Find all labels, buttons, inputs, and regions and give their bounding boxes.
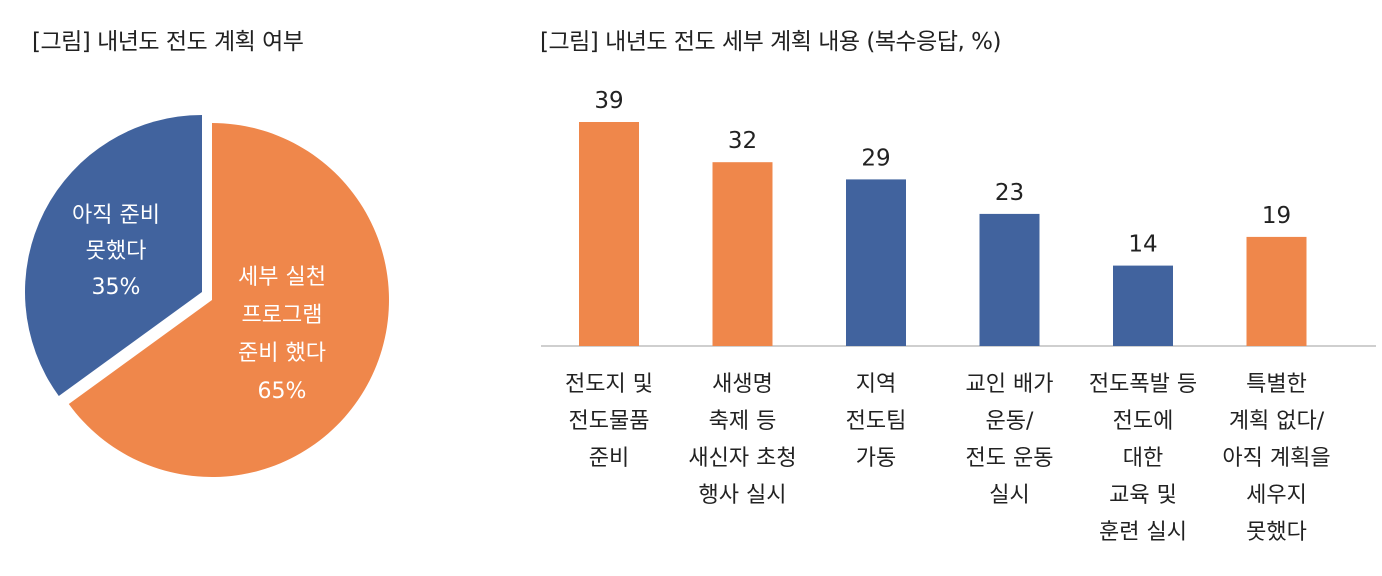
bar-3 — [846, 179, 906, 346]
category-label-2: 새생명 축제 등 새신자 초청 행사 실시 — [688, 372, 796, 508]
category-label-4: 교인 배가 운동/전도 운동 실시 — [966, 372, 1054, 508]
category-label-3: 지역 전도팀 가동 — [846, 372, 907, 471]
pie-slice-2 — [68, 123, 389, 477]
bar-1 — [579, 122, 639, 346]
bar-chart-title: [그림] 내년도 전도 세부 계획 내용 (복수응답, %) — [540, 29, 1001, 55]
bar-5 — [1113, 265, 1173, 346]
pie-chart-title: [그림] 내년도 전도 계획 여부 — [32, 29, 304, 55]
bar-2 — [712, 162, 773, 346]
category-label-5: 전도폭발 등 전도에 대한 교육 및 훈련 실시 — [1089, 372, 1197, 545]
pie-slice-label-2: 세부 실천 프로그램 준비 했다 65% — [238, 265, 326, 404]
bar-value-label-5: 14 — [1128, 232, 1157, 258]
bar-value-label-4: 23 — [995, 180, 1024, 206]
category-label-6: 특별한 계획 없다/아직 계획을 세우지 못했다 — [1222, 372, 1330, 545]
bar-4 — [979, 213, 1040, 346]
pie-slice-label-1: 아직 준비 못했다 35% — [72, 203, 160, 300]
pie-slice-1 — [24, 115, 203, 397]
bar-value-label-6: 19 — [1262, 203, 1291, 229]
bar-6 — [1246, 236, 1307, 346]
category-label-1: 전도지 및 전도물품 준비 — [565, 372, 653, 471]
bar-value-label-2: 32 — [728, 128, 757, 154]
bar-value-label-1: 39 — [594, 88, 623, 114]
bar-value-label-3: 29 — [861, 145, 890, 171]
